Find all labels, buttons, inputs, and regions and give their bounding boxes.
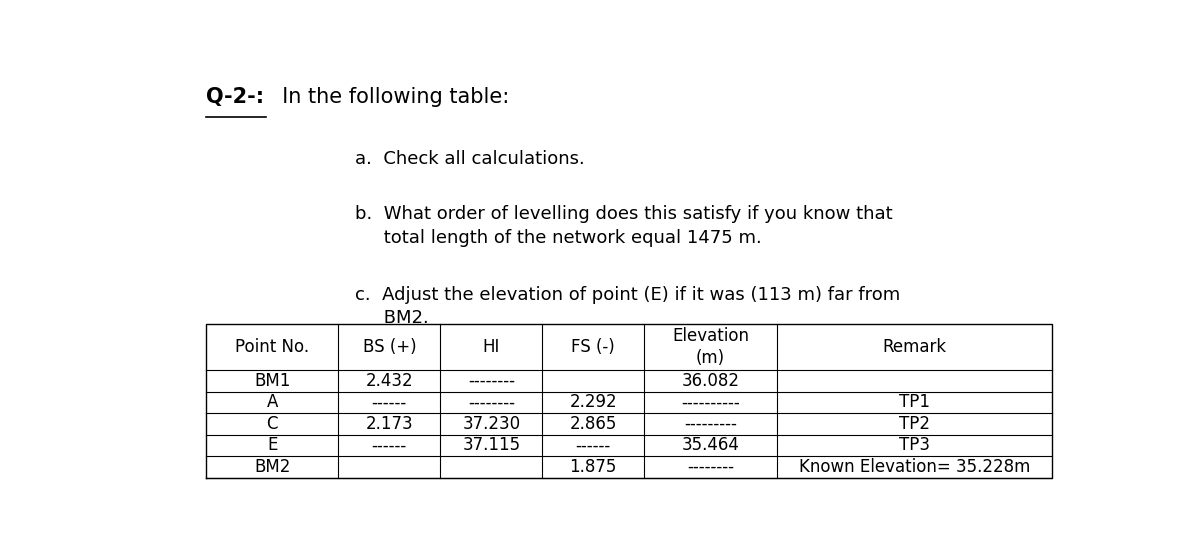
Text: b.  What order of levelling does this satisfy if you know that
     total length: b. What order of levelling does this sat… (355, 205, 893, 247)
Text: ----------: ---------- (682, 394, 740, 412)
Text: TP2: TP2 (899, 415, 930, 433)
Text: 2.292: 2.292 (570, 394, 617, 412)
Text: 37.115: 37.115 (462, 436, 521, 454)
Text: E: E (266, 436, 277, 454)
Text: 1.875: 1.875 (570, 458, 617, 476)
Text: 36.082: 36.082 (682, 372, 739, 390)
Text: --------: -------- (468, 394, 515, 412)
Text: 2.432: 2.432 (366, 372, 413, 390)
Text: --------: -------- (468, 372, 515, 390)
Text: A: A (266, 394, 277, 412)
Text: FS (-): FS (-) (571, 338, 616, 356)
Text: ------: ------ (576, 436, 611, 454)
Text: Elevation
(m): Elevation (m) (672, 327, 749, 367)
Text: 37.230: 37.230 (462, 415, 521, 433)
Text: TP3: TP3 (899, 436, 930, 454)
Text: Remark: Remark (882, 338, 947, 356)
Text: 2.173: 2.173 (366, 415, 413, 433)
Text: BM2: BM2 (254, 458, 290, 476)
Text: c.  Adjust the elevation of point (E) if it was (113 m) far from
     BM2.: c. Adjust the elevation of point (E) if … (355, 286, 900, 328)
Text: Point No.: Point No. (235, 338, 310, 356)
Text: 35.464: 35.464 (682, 436, 739, 454)
Text: ------: ------ (372, 436, 407, 454)
Text: In the following table:: In the following table: (269, 86, 509, 106)
Text: C: C (266, 415, 278, 433)
Text: --------: -------- (688, 458, 734, 476)
Text: BS (+): BS (+) (362, 338, 416, 356)
Text: BM1: BM1 (254, 372, 290, 390)
Text: Known Elevation= 35.228m: Known Elevation= 35.228m (799, 458, 1030, 476)
Text: ------: ------ (372, 394, 407, 412)
Text: TP1: TP1 (899, 394, 930, 412)
Text: Q-2-:: Q-2-: (206, 86, 264, 106)
Text: HI: HI (482, 338, 500, 356)
Text: ---------: --------- (684, 415, 737, 433)
Text: 2.865: 2.865 (570, 415, 617, 433)
Text: a.  Check all calculations.: a. Check all calculations. (355, 150, 584, 168)
